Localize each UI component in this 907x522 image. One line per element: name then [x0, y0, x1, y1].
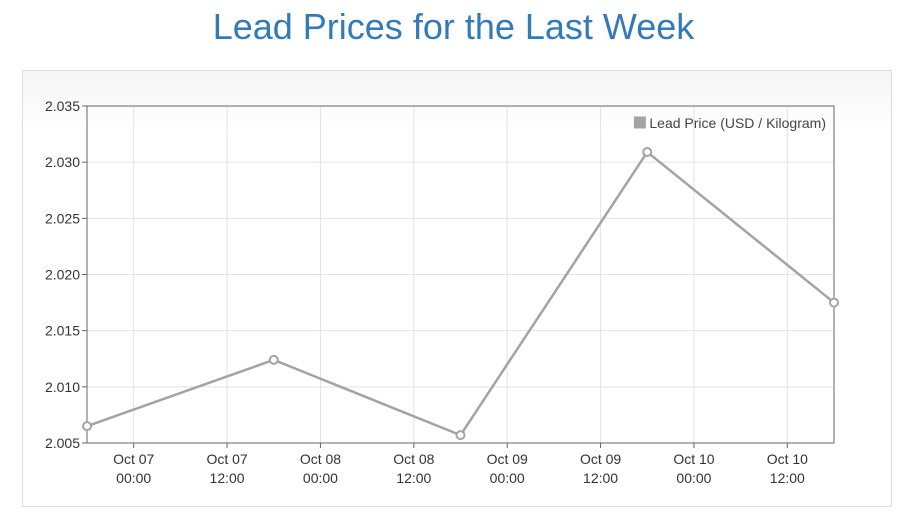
x-tick-label-time: 00:00 [676, 470, 711, 486]
y-tick-label: 2.005 [45, 435, 80, 451]
y-tick-label: 2.015 [45, 323, 80, 339]
x-tick-label-date: Oct 10 [673, 451, 714, 467]
grid-lines [87, 105, 834, 444]
x-axis: Oct 07 00:00 Oct 07 12:00 Oct 08 00:00 Oct 08 1… [113, 443, 808, 486]
x-tick-label-time: 12:00 [770, 470, 805, 486]
x-tick-label-time: 00:00 [116, 470, 151, 486]
legend: Lead Price (USD / Kilogram) [632, 115, 826, 131]
x-tick-label-date: Oct 09 [580, 451, 621, 467]
y-tick-label: 2.025 [45, 210, 80, 226]
x-tick-label-date: Oct 08 [393, 451, 434, 467]
y-tick-label: 2.010 [45, 379, 80, 395]
y-axis: 2.005 2.010 2.015 2.020 2.025 2.030 2.035 [45, 98, 87, 451]
x-tick-label-time: 00:00 [490, 470, 525, 486]
x-tick-label-date: Oct 07 [113, 451, 154, 467]
page-title: Lead Prices for the Last Week [212, 6, 695, 47]
x-tick-label-time: 12:00 [210, 470, 245, 486]
line-chart: 2.005 2.010 2.015 2.020 2.025 2.030 2.035 Oct … [45, 98, 839, 486]
y-tick-label: 2.030 [45, 154, 80, 170]
x-tick-label-date: Oct 09 [487, 451, 528, 467]
legend-label: Lead Price (USD / Kilogram) [649, 115, 826, 131]
y-tick-label: 2.020 [45, 267, 80, 283]
x-tick-label-time: 12:00 [396, 470, 431, 486]
data-point[interactable] [82, 421, 92, 432]
x-tick-label-time: 00:00 [303, 470, 338, 486]
y-tick-label: 2.035 [45, 98, 80, 114]
data-point[interactable] [642, 147, 653, 158]
x-tick-label-date: Oct 07 [206, 451, 247, 467]
x-tick-label-date: Oct 08 [300, 451, 341, 467]
data-point[interactable] [455, 430, 466, 441]
series-line [86, 150, 835, 437]
data-point[interactable] [829, 297, 839, 308]
data-point[interactable] [268, 354, 279, 365]
chart-panel: 2.005 2.010 2.015 2.020 2.025 2.030 2.035 Oct … [22, 70, 892, 507]
x-tick-label-time: 12:00 [583, 470, 618, 486]
legend-swatch [632, 115, 647, 130]
x-tick-label-date: Oct 10 [767, 451, 808, 467]
series-layer [82, 147, 839, 441]
